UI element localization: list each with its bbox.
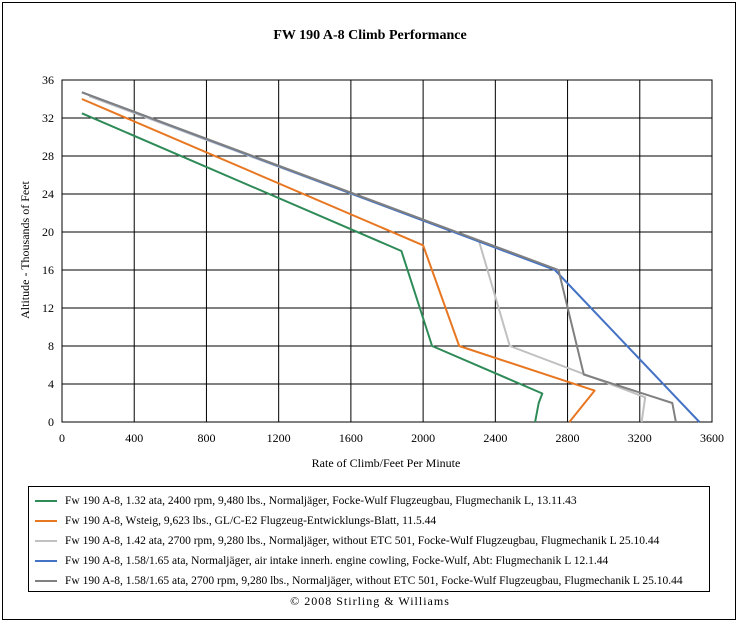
- plot-area: 0 400 800 1200 1600 2000 2400 2800 3200 3600 0 4 8 12…: [42, 73, 724, 445]
- x-tick-label: 3600: [700, 431, 724, 445]
- legend-swatch: [35, 500, 57, 502]
- x-tick-label: 800: [197, 431, 215, 445]
- x-tick-label: 2000: [411, 431, 435, 445]
- y-tick-label: 12: [42, 301, 54, 315]
- legend-swatch: [35, 540, 57, 542]
- legend-label: Fw 190 A-8, 1.42 ata, 2700 rpm, 9,280 lb…: [65, 535, 660, 547]
- legend: Fw 190 A-8, 1.32 ata, 2400 rpm, 9,480 lb…: [28, 486, 710, 592]
- y-tick-label: 32: [42, 111, 54, 125]
- series-line-2: [81, 98, 596, 423]
- y-tick-label: 0: [48, 415, 54, 429]
- legend-swatch: [35, 560, 57, 562]
- legend-item-4: Fw 190 A-8, 1.58/1.65 ata, Normaljäger, …: [35, 551, 709, 571]
- legend-item-3: Fw 190 A-8, 1.42 ata, 2700 rpm, 9,280 lb…: [35, 531, 709, 551]
- y-tick-label: 16: [42, 263, 54, 277]
- y-axis-label: Altitude - Thousands of Feet: [18, 180, 32, 318]
- x-tick-label: 1600: [339, 431, 363, 445]
- legend-swatch: [35, 580, 57, 582]
- x-tick-label: 2800: [556, 431, 580, 445]
- legend-label: Fw 190 A-8, Wsteig, 9,623 lbs., GL/C-E2 …: [65, 515, 437, 527]
- legend-swatch: [35, 520, 57, 522]
- copyright-text: © 2008 Stirling & Williams: [290, 594, 450, 608]
- series-line-5: [81, 91, 677, 423]
- x-tick-label: 2400: [483, 431, 507, 445]
- x-tick-label: 0: [59, 431, 65, 445]
- y-tick-label: 28: [42, 149, 54, 163]
- y-tick-label: 20: [42, 225, 54, 239]
- y-tick-label: 24: [42, 187, 54, 201]
- x-tick-label: 3200: [628, 431, 652, 445]
- chart-title: FW 190 A-8 Climb Performance: [273, 28, 466, 43]
- legend-label: Fw 190 A-8, 1.32 ata, 2400 rpm, 9,480 lb…: [65, 495, 577, 507]
- x-tick-label: 1200: [267, 431, 291, 445]
- x-axis-label: Rate of Climb/Feet Per Minute: [312, 456, 461, 470]
- legend-item-1: Fw 190 A-8, 1.32 ata, 2400 rpm, 9,480 lb…: [35, 491, 709, 511]
- y-tick-label: 4: [48, 377, 54, 391]
- y-tick-label: 36: [42, 73, 54, 87]
- legend-item-2: Fw 190 A-8, Wsteig, 9,623 lbs., GL/C-E2 …: [35, 511, 709, 531]
- legend-item-5: Fw 190 A-8, 1.58/1.65 ata, 2700 rpm, 9,2…: [35, 571, 709, 591]
- legend-label: Fw 190 A-8, 1.58/1.65 ata, Normaljäger, …: [65, 555, 609, 567]
- y-tick-label: 8: [48, 339, 54, 353]
- x-tick-label: 400: [125, 431, 143, 445]
- legend-label: Fw 190 A-8, 1.58/1.65 ata, 2700 rpm, 9,2…: [65, 575, 683, 587]
- series-line-1: [81, 112, 544, 423]
